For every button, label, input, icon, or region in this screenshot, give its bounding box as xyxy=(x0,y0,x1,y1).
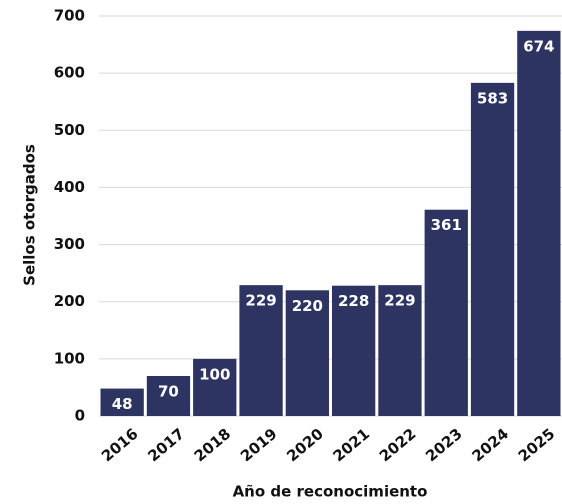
bar xyxy=(517,30,561,416)
y-tick-label: 400 xyxy=(54,178,85,196)
data-label: 228 xyxy=(338,292,369,310)
y-tick-label: 300 xyxy=(54,235,85,253)
bar xyxy=(193,358,237,416)
y-tick-label: 600 xyxy=(54,64,85,82)
y-tick-label: 100 xyxy=(54,349,85,367)
y-tick-label: 500 xyxy=(54,121,85,139)
bar xyxy=(378,285,422,416)
x-tick-label: 2024 xyxy=(468,425,512,466)
x-tick-label: 2020 xyxy=(283,425,327,466)
data-label: 220 xyxy=(292,297,323,315)
bar xyxy=(470,82,515,416)
x-tick-label: 2018 xyxy=(191,425,235,466)
bar xyxy=(285,290,329,416)
x-axis-title: Año de reconocimiento xyxy=(233,483,428,501)
y-tick-label: 700 xyxy=(54,7,85,25)
x-tick-label: 2025 xyxy=(515,425,559,466)
x-tick-label: 2022 xyxy=(376,425,420,466)
data-label: 361 xyxy=(431,216,462,234)
data-label: 100 xyxy=(199,365,230,383)
data-label: 674 xyxy=(523,37,554,55)
x-tick-label: 2023 xyxy=(422,425,466,466)
data-label: 48 xyxy=(112,395,133,413)
y-axis-title: Sellos otorgados xyxy=(21,144,39,286)
y-tick-label: 0 xyxy=(75,407,85,425)
x-tick-label: 2016 xyxy=(98,425,142,466)
bar xyxy=(239,285,283,416)
bar xyxy=(100,388,144,416)
data-label: 583 xyxy=(477,89,508,107)
y-tick-label: 200 xyxy=(54,292,85,310)
x-tick-label: 2017 xyxy=(144,425,188,466)
data-label: 229 xyxy=(245,292,276,310)
data-label: 229 xyxy=(384,292,415,310)
bar xyxy=(146,376,191,416)
bar xyxy=(332,285,376,416)
bar xyxy=(424,209,468,416)
data-label: 70 xyxy=(158,383,179,401)
x-tick-label: 2021 xyxy=(330,425,374,466)
x-tick-label: 2019 xyxy=(237,425,281,466)
